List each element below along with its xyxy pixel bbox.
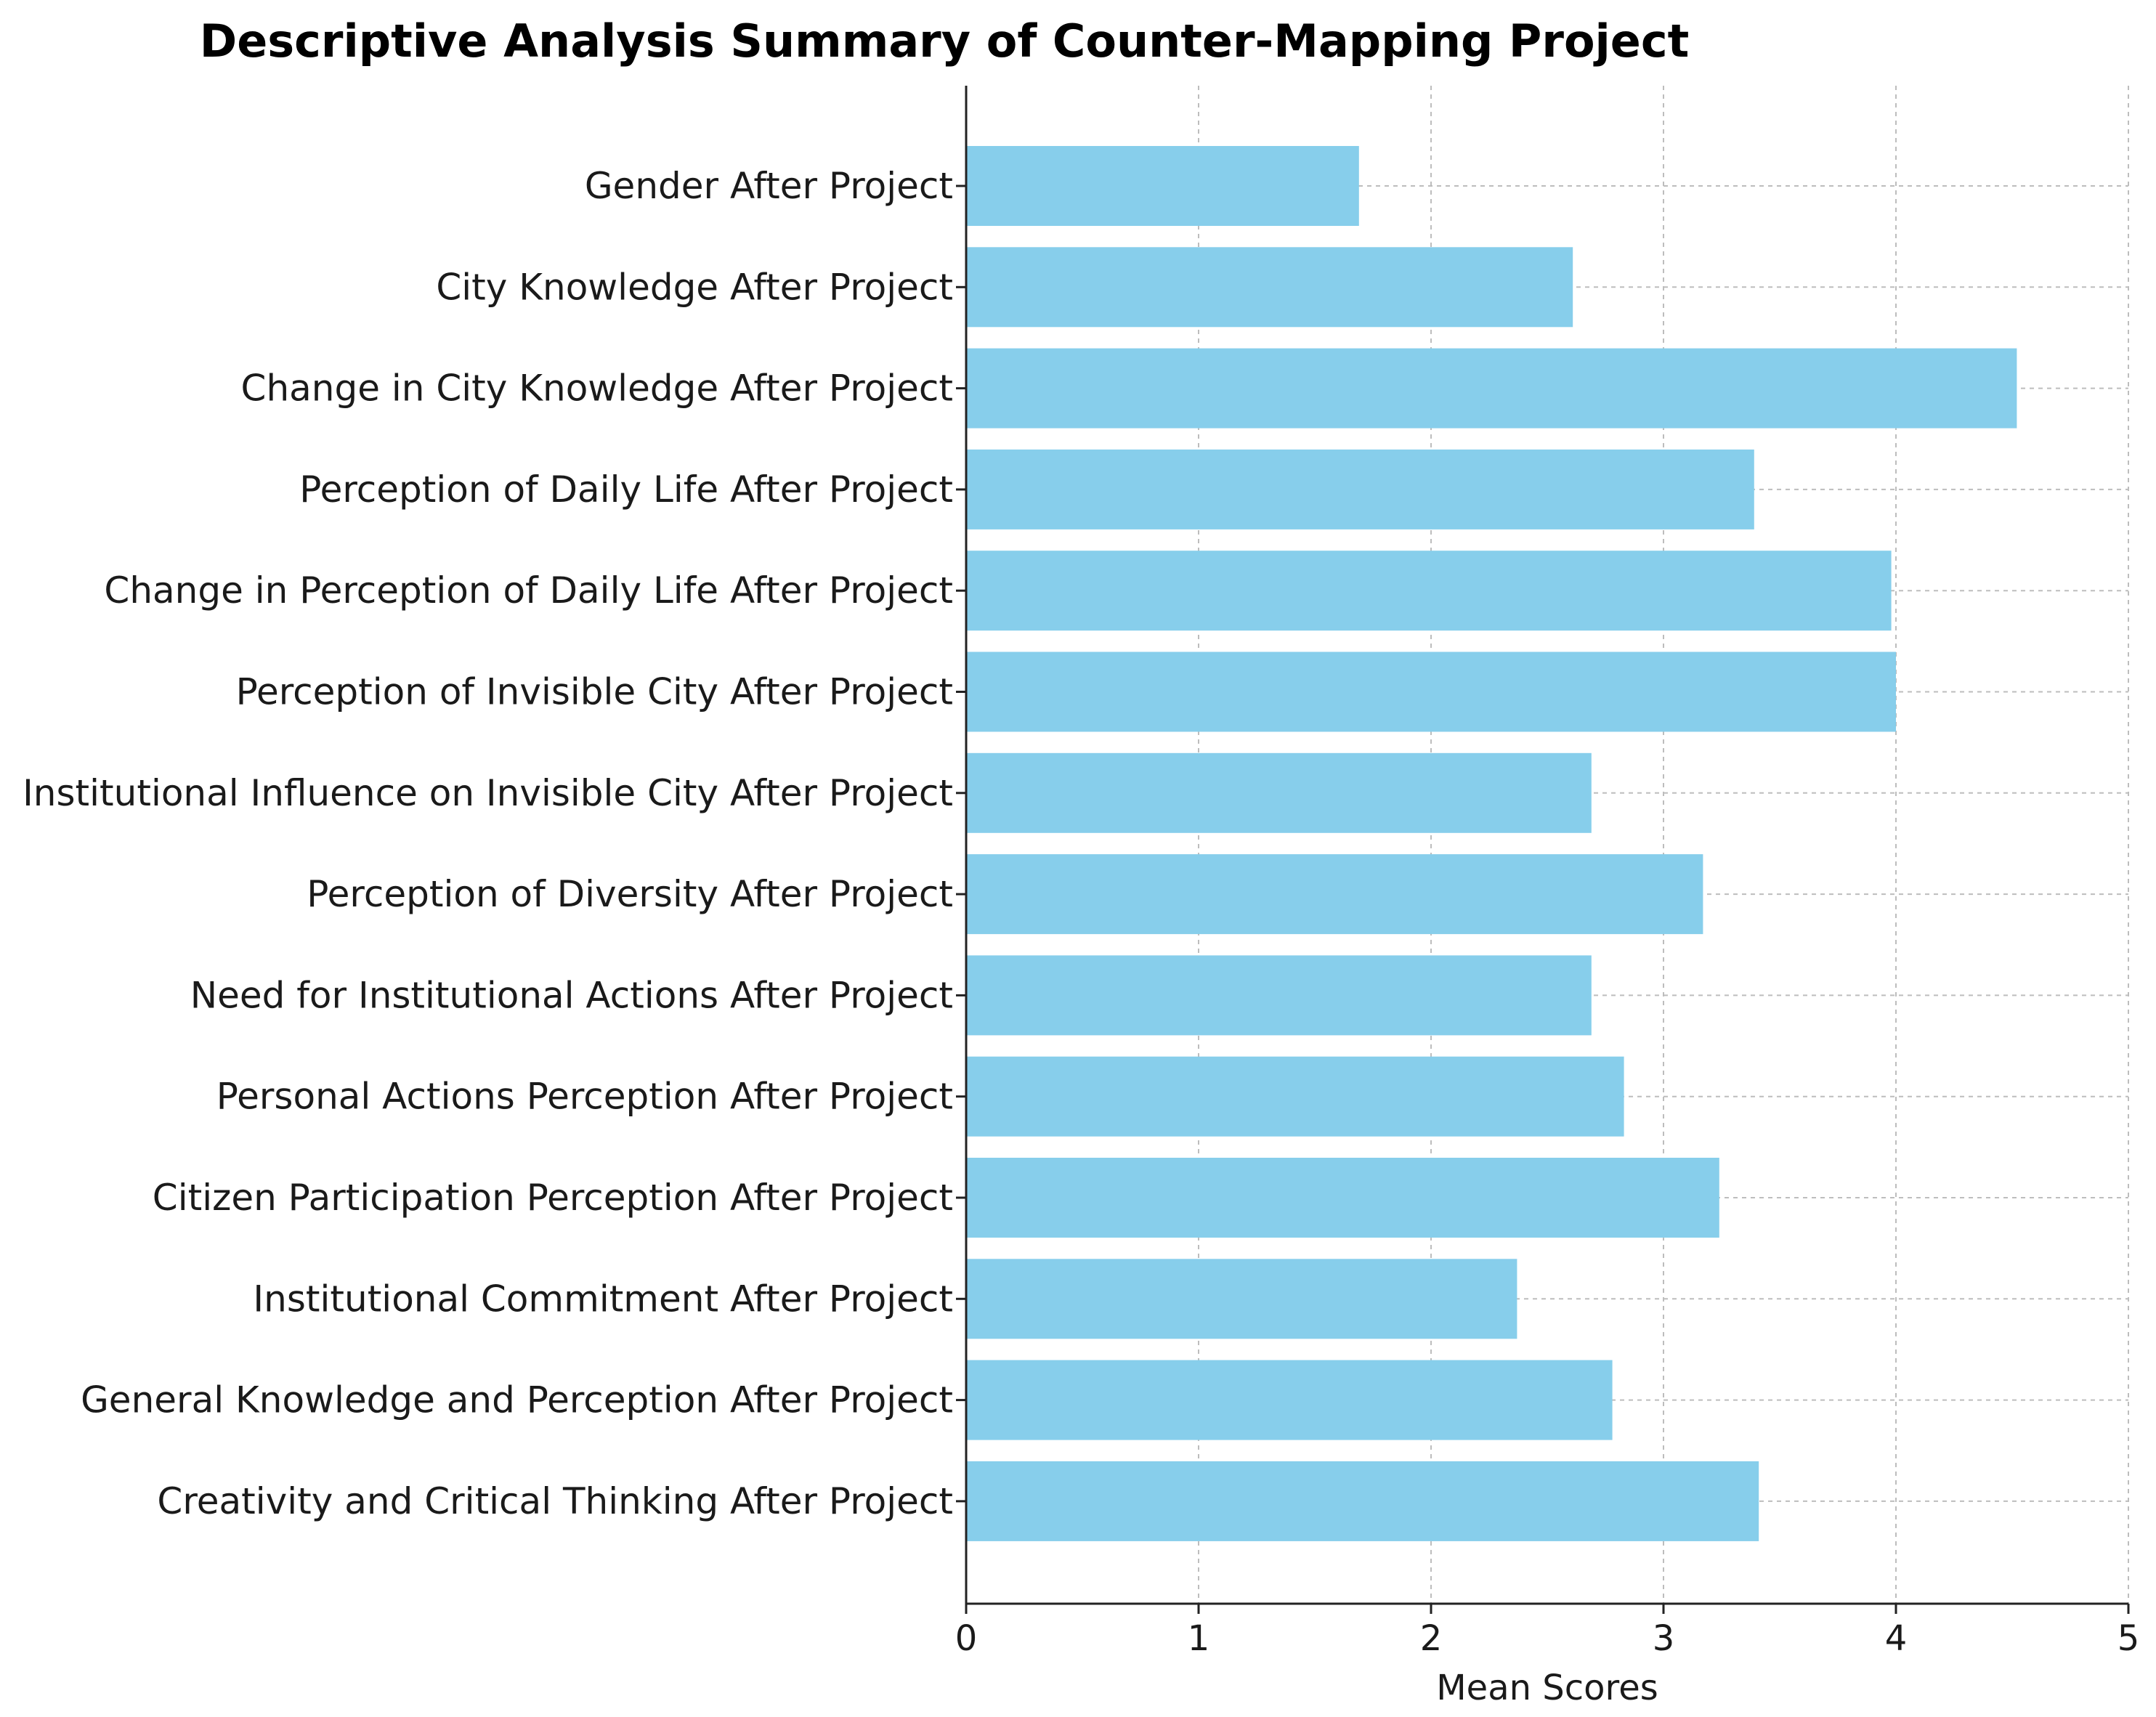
x-tick-label: 5	[2118, 1618, 2140, 1659]
category-label: Personal Actions Perception After Projec…	[216, 1076, 953, 1118]
x-tick-label: 0	[955, 1618, 978, 1659]
x-tick-label: 1	[1188, 1618, 1210, 1659]
category-label: Perception of Daily Life After Project	[299, 468, 953, 511]
bar	[966, 247, 1573, 328]
bar	[966, 1056, 1624, 1137]
category-label: City Knowledge After Project	[436, 266, 953, 308]
category-label: Institutional Commitment After Project	[253, 1278, 953, 1320]
category-label: Perception of Diversity After Project	[307, 873, 953, 915]
category-label: Perception of Invisible City After Proje…	[236, 671, 953, 713]
bar	[966, 854, 1703, 935]
category-label: Need for Institutional Actions After Pro…	[190, 974, 953, 1016]
bar	[966, 955, 1592, 1036]
bar	[966, 551, 1892, 631]
x-tick-label: 3	[1653, 1618, 1675, 1659]
bar	[966, 1461, 1759, 1541]
bar	[966, 146, 1359, 226]
category-labels: Gender After Project City Knowledge After…	[23, 165, 953, 1522]
bar	[966, 449, 1754, 529]
category-label: General Knowledge and Perception After P…	[81, 1379, 953, 1421]
bar	[966, 752, 1592, 833]
bar	[966, 1158, 1719, 1238]
category-label: Change in City Knowledge After Project	[241, 368, 953, 410]
category-label: Change in Perception of Daily Life After…	[104, 569, 953, 612]
bar	[966, 1259, 1517, 1339]
category-label: Creativity and Critical Thinking After P…	[157, 1480, 953, 1522]
x-tick-label: 4	[1885, 1618, 1908, 1659]
x-tick-label: 2	[1420, 1618, 1443, 1659]
bars	[966, 146, 2017, 1541]
bar	[966, 1360, 1613, 1440]
category-label: Citizen Participation Perception After P…	[153, 1177, 953, 1219]
category-label: Gender After Project	[585, 165, 953, 207]
category-label: Institutional Influence on Invisible Cit…	[23, 772, 953, 814]
x-axis-label: Mean Scores	[1436, 1668, 1658, 1708]
x-tick-labels: 0 1 2 3 4 5	[955, 1618, 2140, 1659]
bar	[966, 348, 2017, 429]
axes	[956, 86, 2130, 1614]
chart-title: Descriptive Analysis Summary of Counter-…	[200, 15, 1689, 68]
bar	[966, 652, 1896, 732]
